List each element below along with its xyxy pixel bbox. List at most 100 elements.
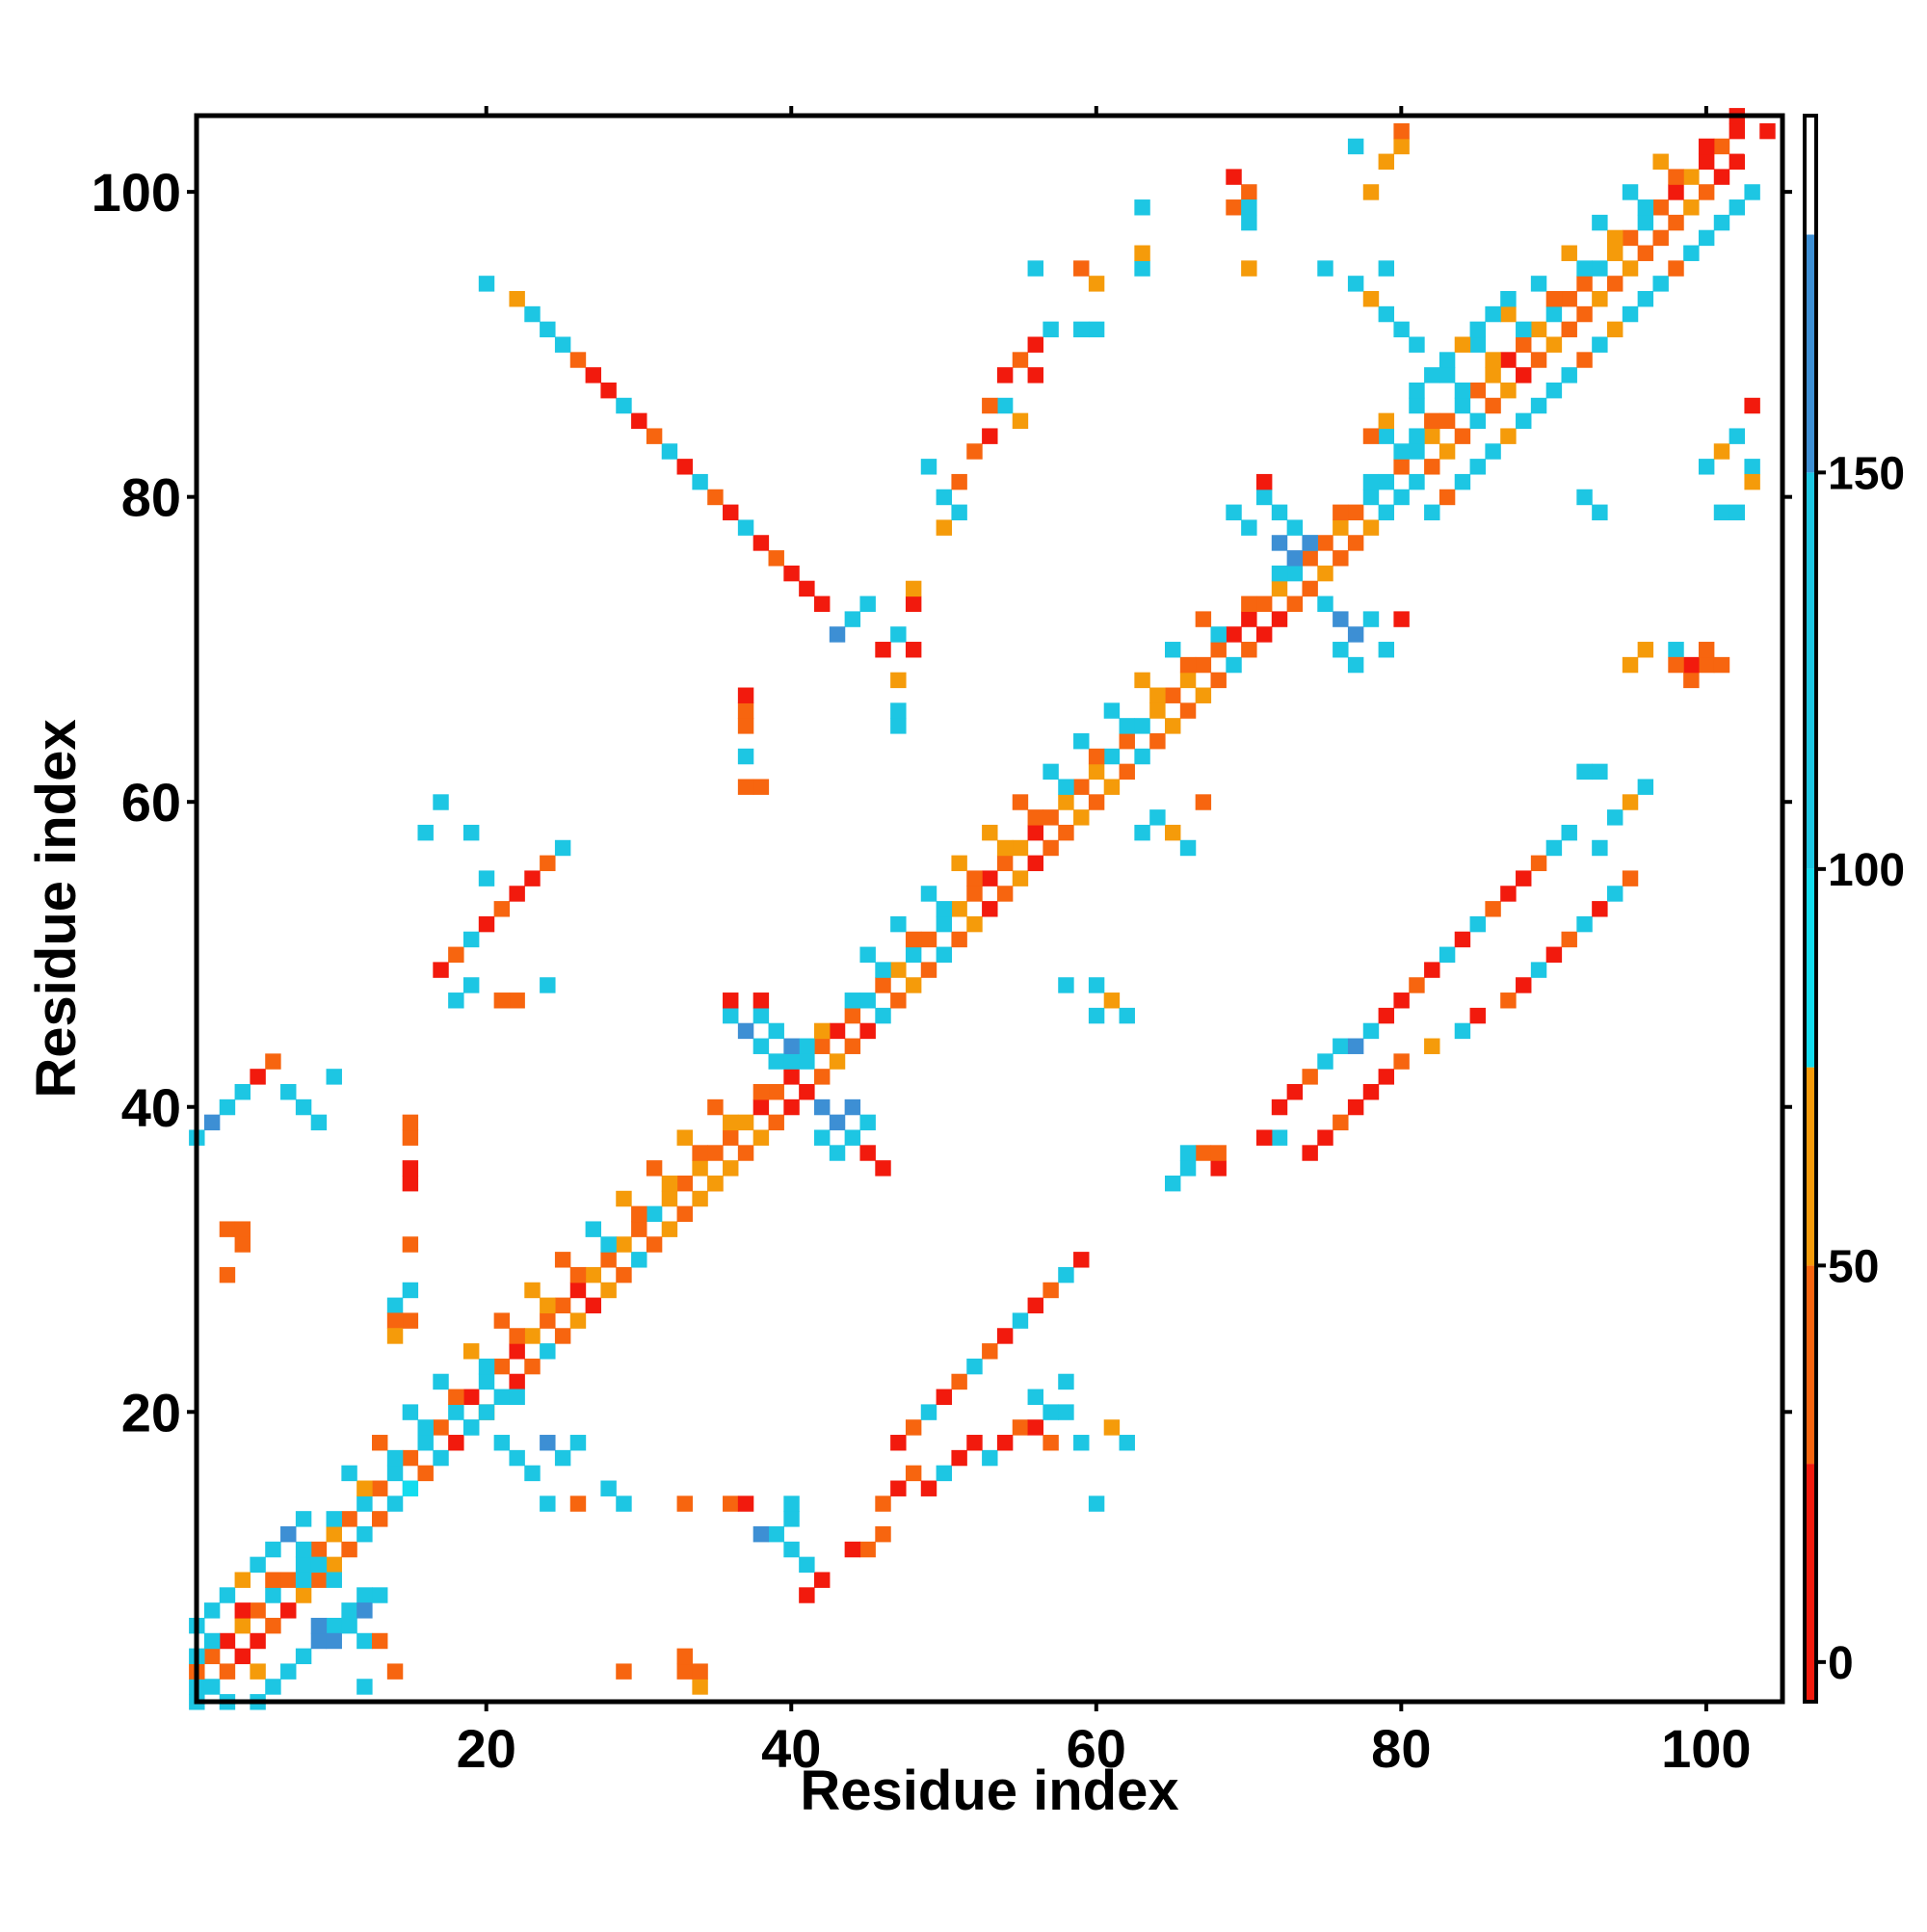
heatmap-cell	[1576, 489, 1593, 506]
heatmap-cell	[402, 1449, 419, 1467]
heatmap-cell	[600, 1236, 617, 1253]
heatmap-cell	[646, 1205, 663, 1223]
heatmap-cell	[616, 1236, 632, 1253]
heatmap-cell	[1409, 397, 1425, 414]
heatmap-cell	[1713, 138, 1730, 155]
heatmap-cell	[951, 1449, 967, 1467]
heatmap-cell	[1530, 397, 1547, 414]
heatmap-cell	[1576, 305, 1593, 323]
heatmap-cell	[540, 1312, 556, 1329]
heatmap-cell	[1241, 184, 1257, 200]
heatmap-cell	[1088, 794, 1105, 810]
heatmap-cell	[1088, 1495, 1105, 1512]
heatmap-cell	[1347, 1098, 1364, 1116]
heatmap-cell	[982, 1449, 998, 1467]
heatmap-cell	[1729, 428, 1746, 444]
heatmap-cell	[890, 672, 907, 689]
heatmap-cell	[1744, 138, 1760, 155]
heatmap-cell	[585, 1221, 602, 1237]
heatmap-cell	[1454, 473, 1471, 490]
heatmap-cell	[1210, 626, 1227, 643]
heatmap-cell	[1576, 915, 1593, 933]
heatmap-cell	[1271, 504, 1288, 521]
heatmap-cell	[569, 1282, 587, 1299]
heatmap-cell	[1362, 473, 1380, 490]
heatmap-cell	[1012, 1312, 1029, 1329]
heatmap-cell	[1729, 153, 1746, 170]
heatmap-cell	[1226, 626, 1242, 643]
heatmap-cell	[1500, 305, 1517, 323]
heatmap-cell	[752, 992, 770, 1009]
heatmap-cell	[1606, 321, 1623, 338]
heatmap-cell	[905, 946, 922, 963]
heatmap-cell	[540, 1297, 556, 1314]
heatmap-cell	[1469, 1007, 1486, 1024]
heatmap-cell	[1393, 489, 1410, 506]
heatmap-cell	[280, 1572, 297, 1588]
heatmap-cell	[1149, 687, 1166, 703]
heatmap-cell	[905, 977, 922, 993]
heatmap-cell	[402, 1282, 419, 1299]
heatmap-cell	[1545, 305, 1563, 323]
heatmap-cell	[1729, 199, 1746, 216]
heatmap-cell	[1165, 824, 1181, 841]
heatmap-cell	[966, 443, 983, 460]
heatmap-cell	[813, 1038, 831, 1054]
heatmap-cell	[1271, 611, 1288, 627]
heatmap-cell	[875, 1495, 891, 1512]
heatmap-cell	[920, 1404, 937, 1420]
heatmap-cell	[1485, 901, 1501, 917]
heatmap-cell	[1713, 169, 1730, 185]
heatmap-cell	[1134, 199, 1150, 216]
heatmap-cell	[1652, 153, 1669, 170]
heatmap-cell	[1545, 336, 1563, 353]
heatmap-cell	[1454, 931, 1471, 948]
heatmap-cell	[478, 870, 495, 887]
heatmap-cell	[1469, 382, 1486, 399]
heatmap-cell	[569, 1266, 587, 1284]
heatmap-cell	[982, 901, 998, 917]
heatmap-cell	[1058, 1266, 1074, 1284]
heatmap-cell	[1058, 1373, 1074, 1390]
heatmap-cell	[310, 1632, 328, 1650]
heatmap-cell	[1393, 611, 1410, 627]
heatmap-cell	[203, 1632, 221, 1650]
heatmap-cell	[1226, 199, 1242, 216]
heatmap-cell	[875, 977, 891, 993]
heatmap-cell	[1317, 260, 1333, 277]
heatmap-cell	[1652, 276, 1669, 292]
heatmap-cell	[265, 1587, 281, 1603]
heatmap-cell	[1347, 1038, 1364, 1054]
heatmap-cell	[462, 824, 480, 841]
heatmap-cell	[890, 915, 907, 933]
heatmap-cell	[493, 901, 511, 917]
heatmap-cell	[920, 459, 937, 475]
heatmap-cell	[540, 1435, 556, 1451]
heatmap-cell	[1333, 519, 1349, 536]
heatmap-cell	[509, 291, 525, 307]
heatmap-cell	[1362, 291, 1380, 307]
heatmap-cell	[356, 1679, 373, 1695]
heatmap-cell	[203, 1648, 221, 1665]
heatmap-cell	[707, 1175, 724, 1192]
heatmap-cell	[1393, 138, 1410, 155]
heatmap-cell	[1500, 992, 1517, 1009]
heatmap-cell	[1530, 276, 1547, 292]
heatmap-cell	[1012, 794, 1029, 810]
heatmap-cell	[692, 1663, 708, 1680]
heatmap-cell	[326, 1556, 342, 1574]
heatmap-cell	[1286, 550, 1304, 567]
heatmap-cell	[1043, 763, 1059, 781]
heatmap-cell	[310, 1556, 328, 1574]
heatmap-cell	[372, 1511, 388, 1527]
heatmap-cell	[1622, 260, 1639, 277]
heatmap-cell	[1592, 504, 1608, 521]
heatmap-cell	[1606, 229, 1623, 247]
heatmap-cell	[1103, 992, 1121, 1009]
heatmap-cell	[295, 1541, 312, 1558]
heatmap-cell	[1622, 870, 1639, 887]
heatmap-cell	[1545, 946, 1563, 963]
heatmap-cell	[1759, 122, 1776, 140]
